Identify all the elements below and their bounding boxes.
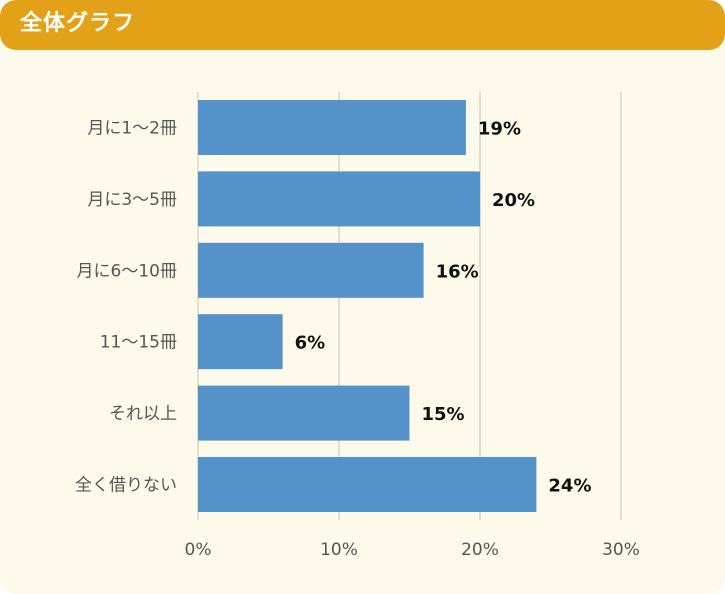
data-label: 15% [422, 404, 465, 425]
category-label: 全く借りない [75, 476, 177, 496]
bar-4 [198, 385, 410, 441]
x-tick-label: 0% [185, 540, 212, 560]
data-label: 6% [295, 333, 326, 354]
data-label: 19% [478, 119, 521, 140]
x-tick-label: 30% [602, 540, 640, 560]
x-tick-label: 10% [320, 540, 358, 560]
bar-1 [198, 171, 480, 227]
data-label: 24% [548, 476, 591, 497]
category-label: それ以上 [109, 404, 177, 424]
bars [198, 100, 537, 512]
labels: 0% 10% 20% 30% 月に1～2冊 19% 月に3～5冊 20% 月に6～10冊 16% 1… [75, 119, 640, 561]
chart-title: 全体グラフ [20, 11, 136, 36]
category-label: 月に3～5冊 [87, 190, 177, 210]
bar-2 [198, 242, 424, 298]
x-tick-label: 20% [461, 540, 499, 560]
category-label: 11～15冊 [100, 333, 177, 353]
data-label: 20% [492, 190, 535, 211]
bar-3 [198, 314, 283, 370]
gridlines [197, 92, 622, 520]
bar-5 [198, 457, 537, 512]
category-label: 月に1～2冊 [87, 119, 177, 139]
header-bar: 全体グラフ [0, 0, 725, 50]
category-label: 月に6～10冊 [77, 261, 177, 281]
bar-0 [198, 100, 466, 155]
data-label: 16% [436, 261, 479, 282]
